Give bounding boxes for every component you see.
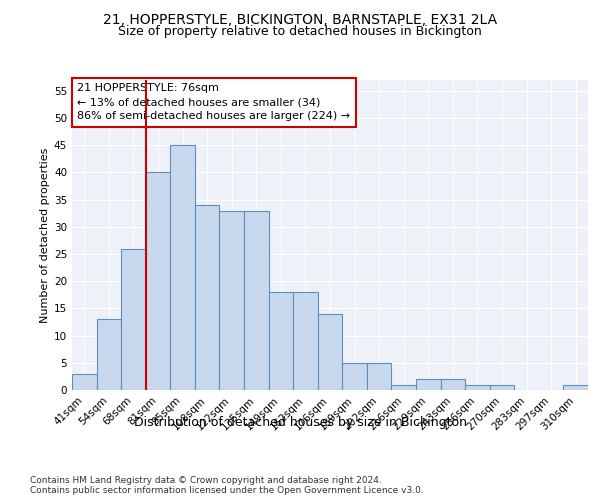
Bar <box>170 146 195 390</box>
Bar <box>293 292 318 390</box>
Bar <box>490 384 514 390</box>
Bar <box>563 384 588 390</box>
Bar <box>97 320 121 390</box>
Bar <box>72 374 97 390</box>
Bar <box>416 379 440 390</box>
Text: Size of property relative to detached houses in Bickington: Size of property relative to detached ho… <box>118 25 482 38</box>
Bar <box>367 363 391 390</box>
Text: Distribution of detached houses by size in Bickington: Distribution of detached houses by size … <box>133 416 467 429</box>
Y-axis label: Number of detached properties: Number of detached properties <box>40 148 50 322</box>
Text: Contains HM Land Registry data © Crown copyright and database right 2024.
Contai: Contains HM Land Registry data © Crown c… <box>30 476 424 495</box>
Bar <box>440 379 465 390</box>
Bar <box>220 210 244 390</box>
Bar <box>195 205 220 390</box>
Bar <box>391 384 416 390</box>
Bar <box>342 363 367 390</box>
Bar <box>465 384 490 390</box>
Text: 21 HOPPERSTYLE: 76sqm
← 13% of detached houses are smaller (34)
86% of semi-deta: 21 HOPPERSTYLE: 76sqm ← 13% of detached … <box>77 83 350 121</box>
Bar <box>244 210 269 390</box>
Bar <box>318 314 342 390</box>
Bar <box>121 248 146 390</box>
Bar <box>146 172 170 390</box>
Text: 21, HOPPERSTYLE, BICKINGTON, BARNSTAPLE, EX31 2LA: 21, HOPPERSTYLE, BICKINGTON, BARNSTAPLE,… <box>103 12 497 26</box>
Bar <box>269 292 293 390</box>
